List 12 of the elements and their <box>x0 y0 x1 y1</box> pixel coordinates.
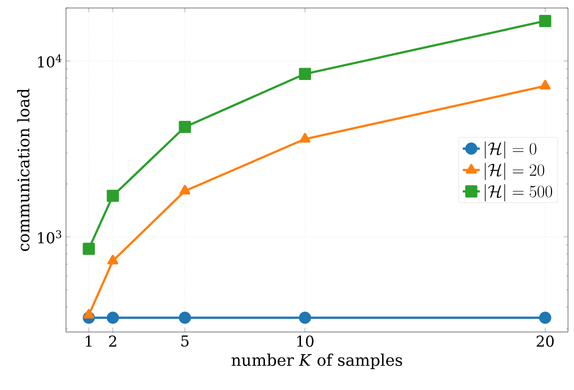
legend-label: $|\mathcal{H}|=20$ <box>484 162 544 180</box>
x-tick-label: 5 <box>181 336 188 347</box>
x-tick-label: 10 <box>297 336 314 347</box>
y-tick-label: 10$^{3}$ <box>38 230 62 244</box>
legend-label: $|\mathcal{H}|=500$ <box>484 184 552 202</box>
x-axis-title: number K of samples <box>232 354 402 370</box>
legend-label: $|\mathcal{H}|=0$ <box>484 141 536 159</box>
y-tick-label: 10$^{4}$ <box>38 54 62 68</box>
x-tick-label: 2 <box>109 336 116 347</box>
x-tick-label: 20 <box>536 336 554 347</box>
x-tick-label: 1 <box>86 336 92 347</box>
y-axis-title: communication load <box>17 88 30 252</box>
